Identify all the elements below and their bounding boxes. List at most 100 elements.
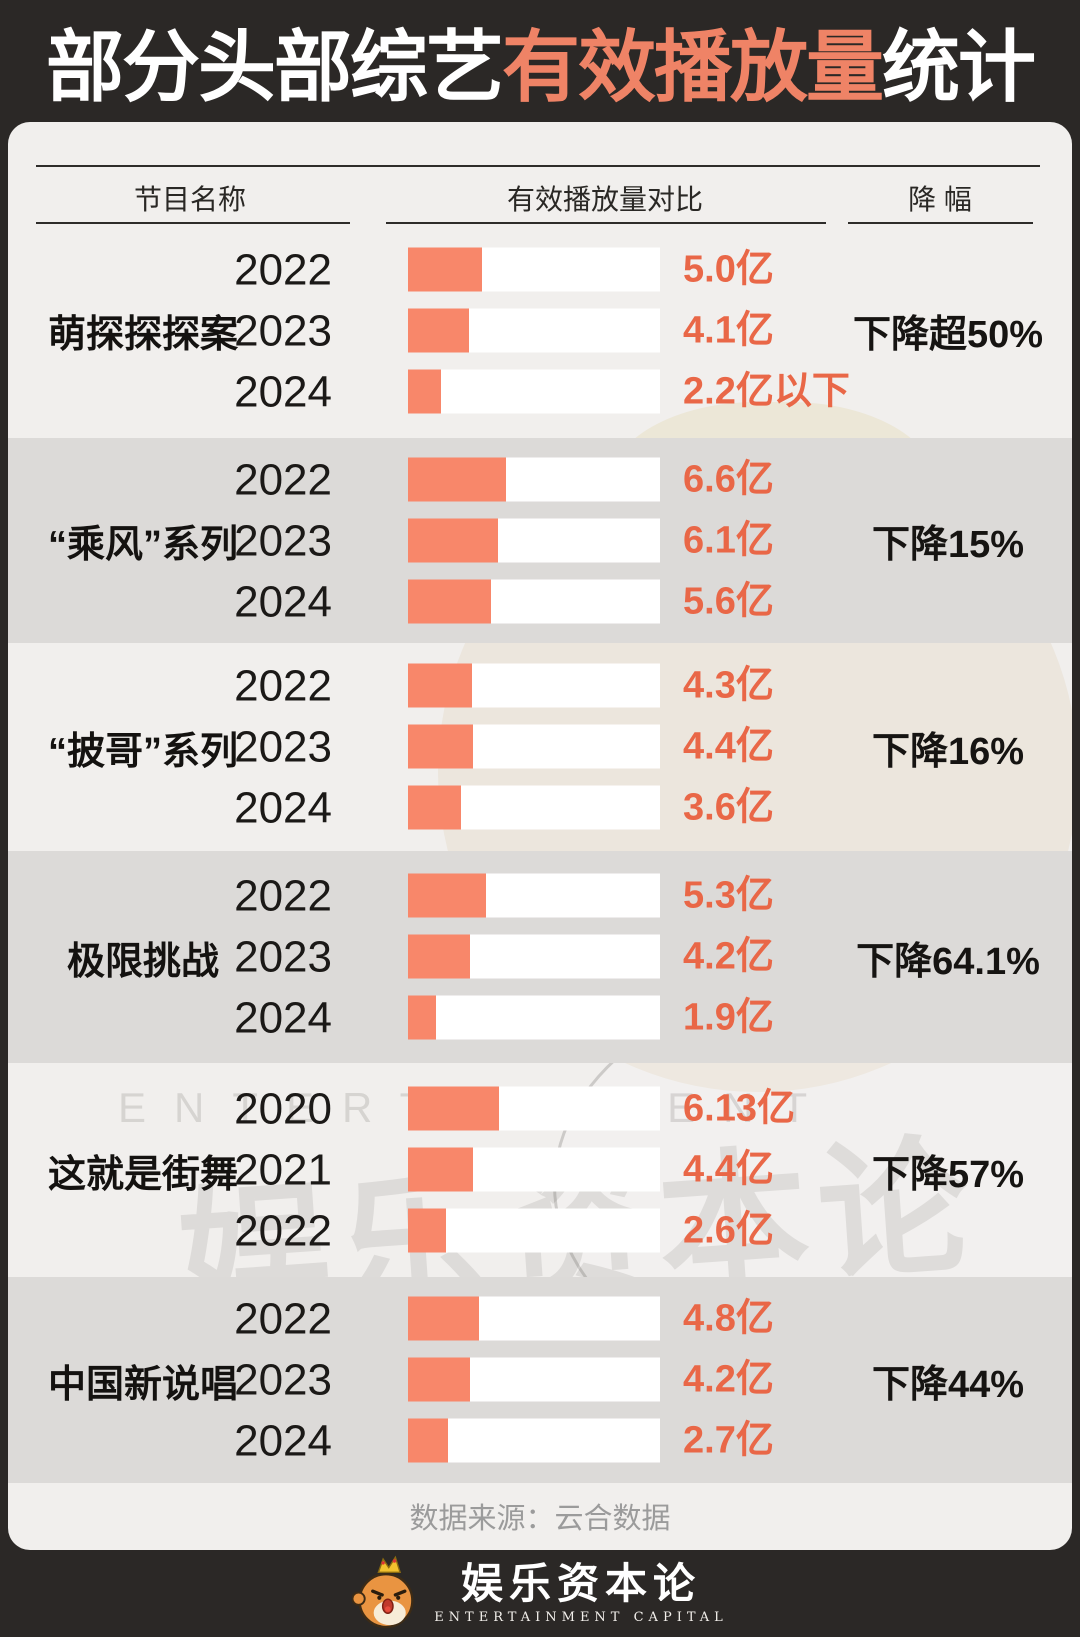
year-row: 2020 6.13亿 — [8, 1079, 1072, 1140]
year-row: 2022 6.6亿 — [8, 449, 1072, 510]
year-row: 2022 5.3亿 — [8, 866, 1072, 927]
decline-label: 下降57% — [871, 1153, 1025, 1196]
value-label: 4.8亿 — [683, 1297, 774, 1340]
bar-fill — [408, 724, 473, 769]
year-label: 2022 — [234, 455, 332, 504]
bar-fill — [408, 369, 441, 413]
bar-fill — [408, 247, 482, 291]
bar-track — [408, 369, 660, 413]
source-note: 数据来源：云合数据 — [409, 1503, 671, 1535]
year-label: 2024 — [234, 367, 332, 416]
program-name: 中国新说唱 — [47, 1363, 238, 1406]
year-row: 2023 4.2亿 — [8, 927, 1072, 988]
year-label: 2023 — [234, 932, 332, 982]
brand-text-block: 娱乐资本论 ENTERTAINMENT CAPITAL — [434, 1559, 728, 1625]
rows: 2020 6.13亿 2021 4.4亿 2022 2.6亿 — [8, 1079, 1072, 1262]
year-label: 2021 — [234, 1145, 332, 1195]
card-content: 节目名称 有效播放量对比 降 幅 2022 5.0亿 2023 4.1亿 202… — [8, 122, 1072, 1550]
year-row: 2022 4.8亿 — [8, 1289, 1072, 1350]
year-row: 2023 4.1亿 — [8, 300, 1072, 361]
column-label-program: 节目名称 — [133, 184, 246, 215]
program-name: 萌探探探案 — [47, 314, 238, 356]
program-group: 2020 6.13亿 2021 4.4亿 2022 2.6亿 这就是街舞 下降5… — [8, 1063, 1072, 1277]
bar-fill — [408, 785, 461, 830]
decline-label: 下降超50% — [852, 314, 1044, 356]
title-suffix: 统计 — [882, 23, 1036, 111]
bar-track — [408, 995, 660, 1040]
bar-track — [408, 663, 660, 708]
program-group: 2022 4.8亿 2023 4.2亿 2024 2.7亿 中国新说唱 下降44… — [8, 1277, 1072, 1483]
rows: 2022 6.6亿 2023 6.1亿 2024 5.6亿 — [8, 449, 1072, 632]
bar-fill — [408, 1147, 473, 1192]
program-group: 2022 4.3亿 2023 4.4亿 2024 3.6亿 “披哥”系列 下降1… — [8, 643, 1072, 851]
header-underline-decline — [848, 222, 1033, 224]
year-label: 2020 — [234, 1084, 332, 1134]
year-row: 2023 4.2亿 — [8, 1350, 1072, 1411]
rows: 2022 4.3亿 2023 4.4亿 2024 3.6亿 — [8, 656, 1072, 839]
value-label: 4.4亿 — [683, 1148, 774, 1191]
year-label: 2023 — [234, 1355, 332, 1405]
title-prefix: 部分头部综艺 — [45, 23, 504, 111]
groups: 2022 5.0亿 2023 4.1亿 2024 2.2亿以下 萌探探探案 下降… — [8, 223, 1072, 1483]
value-label: 6.13亿 — [683, 1087, 795, 1130]
year-label: 2022 — [234, 871, 332, 921]
year-row: 2022 5.0亿 — [8, 239, 1072, 300]
bar-track — [408, 873, 660, 918]
decline-label: 下降15% — [871, 524, 1025, 566]
year-row: 2024 2.2亿以下 — [8, 361, 1072, 422]
program-name: “披哥”系列 — [47, 730, 238, 773]
bar-fill — [408, 1296, 479, 1341]
bar-fill — [408, 663, 472, 708]
year-row: 2022 2.6亿 — [8, 1201, 1072, 1262]
bar-fill — [408, 873, 486, 918]
bar-track — [408, 934, 660, 979]
year-label: 2023 — [234, 516, 332, 565]
year-label: 2023 — [234, 306, 332, 355]
year-label: 2022 — [234, 1294, 332, 1344]
bar-fill — [408, 579, 491, 623]
title-highlight: 有效播放量 — [501, 23, 884, 111]
title-bar: 部分头部综艺有效播放量统计 — [0, 0, 1080, 122]
year-row: 2024 2.7亿 — [8, 1411, 1072, 1472]
year-label: 2023 — [234, 722, 332, 772]
header-top-line — [36, 165, 1040, 167]
value-label: 4.4亿 — [683, 725, 774, 768]
stats-card: ENTERTAINMENT 娱乐资本论 节目名称 有效播放量对比 降 幅 202… — [8, 122, 1072, 1550]
value-label: 4.2亿 — [683, 1358, 774, 1401]
bar-track — [408, 1357, 660, 1402]
bar-fill — [408, 934, 470, 979]
header-underline-program — [36, 222, 350, 224]
year-label: 2022 — [234, 1206, 332, 1256]
bar-fill — [408, 518, 498, 562]
year-row: 2022 4.3亿 — [8, 656, 1072, 717]
decline-label: 下降64.1% — [856, 940, 1040, 983]
value-label: 2.6亿 — [683, 1209, 774, 1252]
bar-track — [408, 308, 660, 352]
rows: 2022 5.3亿 2023 4.2亿 2024 1.9亿 — [8, 866, 1072, 1049]
brand-subtitle: ENTERTAINMENT CAPITAL — [434, 1609, 728, 1625]
bar-track — [408, 1296, 660, 1341]
year-label: 2024 — [234, 1416, 332, 1466]
value-label: 4.1亿 — [683, 309, 774, 351]
bar-track — [408, 1208, 660, 1253]
year-label: 2022 — [234, 245, 332, 294]
rows: 2022 5.0亿 2023 4.1亿 2024 2.2亿以下 — [8, 239, 1072, 422]
brand-name: 娱乐资本论 — [460, 1559, 701, 1609]
year-row: 2023 6.1亿 — [8, 510, 1072, 571]
bar-track — [408, 518, 660, 562]
value-label: 3.6亿 — [683, 786, 774, 829]
bar-track — [408, 1418, 660, 1463]
bar-fill — [408, 457, 506, 501]
bar-fill — [408, 1357, 470, 1402]
year-label: 2024 — [234, 577, 332, 626]
year-row: 2023 4.4亿 — [8, 717, 1072, 778]
mascot-logo-icon — [352, 1555, 414, 1628]
value-label: 6.6亿 — [683, 458, 774, 500]
header-underline-comparison — [386, 222, 826, 224]
bar-track — [408, 579, 660, 623]
bar-fill — [408, 995, 436, 1040]
year-row: 2024 3.6亿 — [8, 778, 1072, 839]
column-label-comparison: 有效播放量对比 — [506, 184, 703, 215]
bar-fill — [408, 308, 469, 352]
value-label: 2.2亿以下 — [683, 370, 850, 412]
